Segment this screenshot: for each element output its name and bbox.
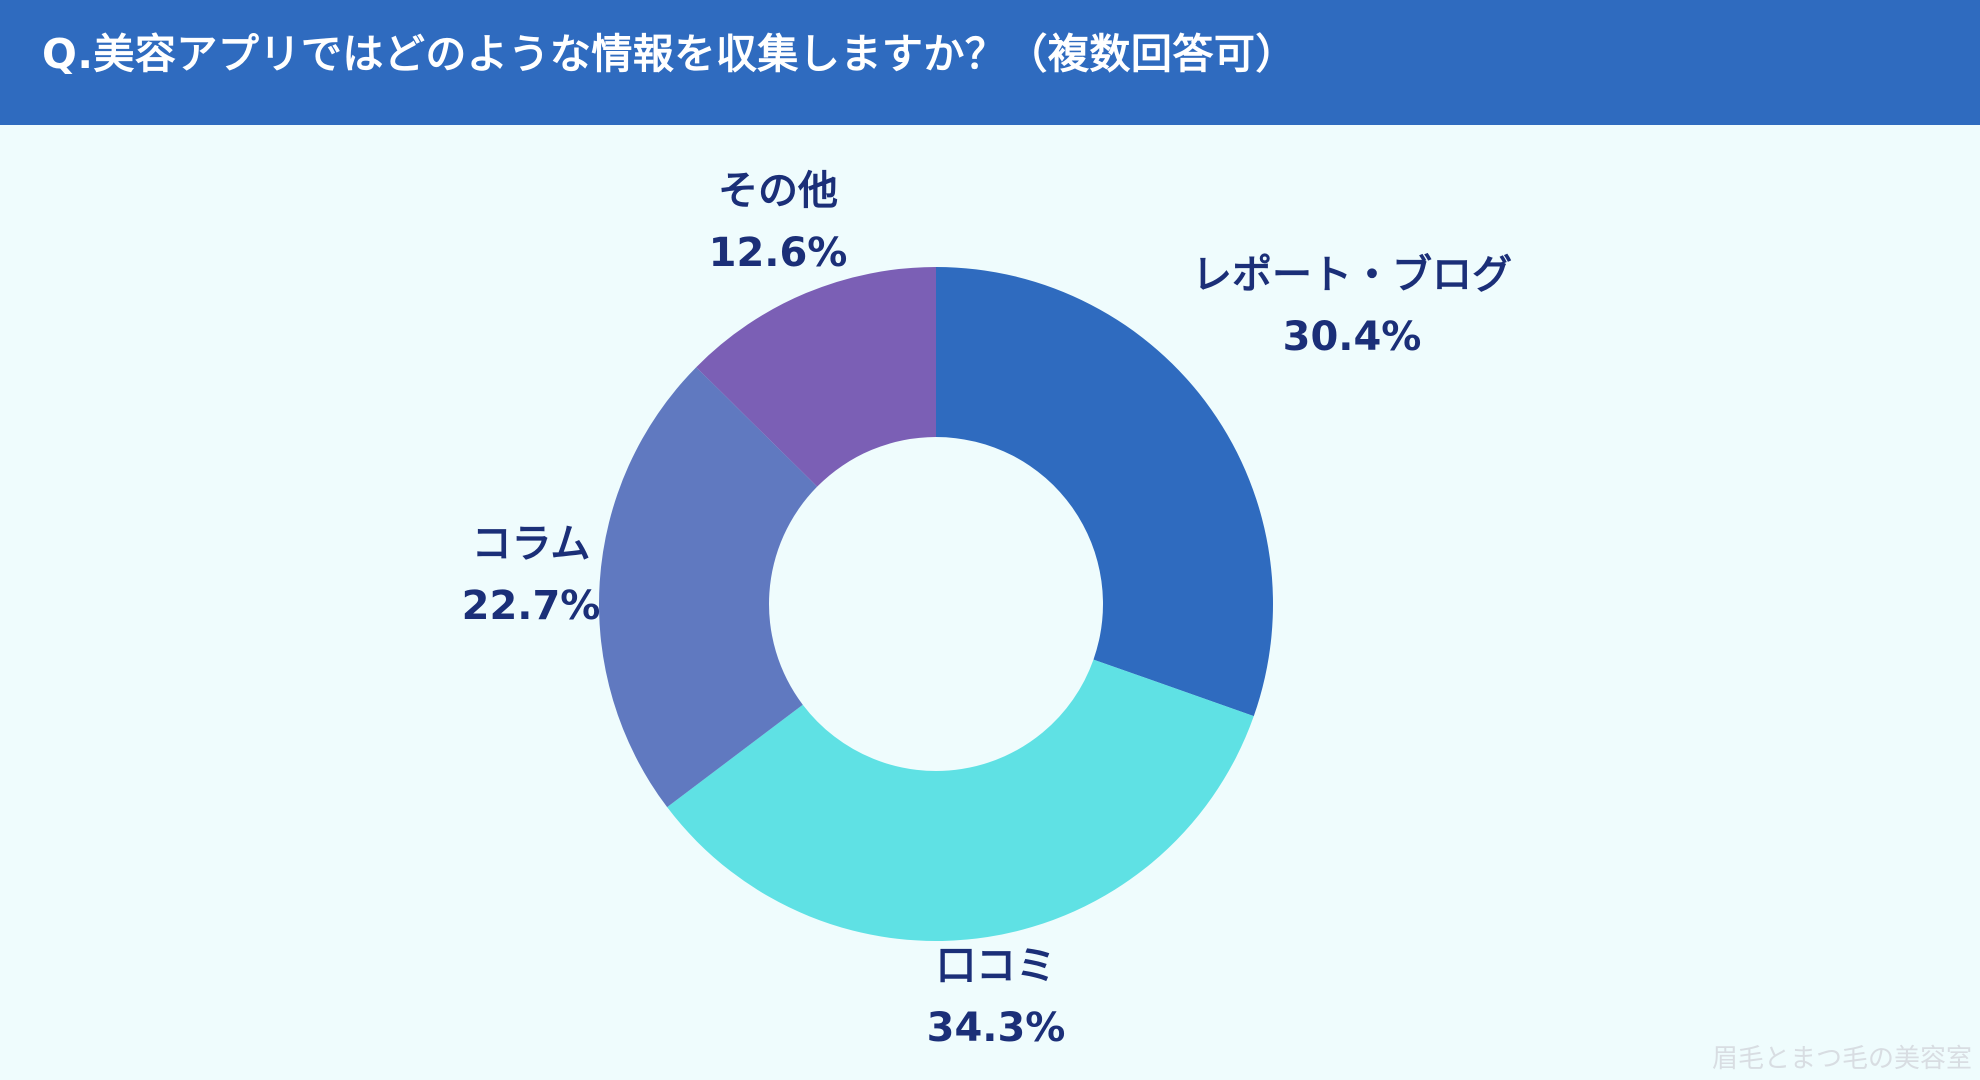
slice-label-other: その他 [718, 168, 838, 214]
slice-value-kuchikomi: 34.3% [927, 1005, 1066, 1051]
header-bar: Q.美容アプリではどのような情報を収集しますか？（複数回答可） [0, 0, 1980, 125]
slice-label-kuchikomi: 口コミ [936, 943, 1056, 989]
slice-label-report-blog: レポート・ブログ [1192, 252, 1512, 298]
slice-other [696, 267, 936, 487]
slice-label-column: コラム [472, 521, 591, 567]
slice-value-report-blog: 30.4% [1283, 314, 1422, 360]
page-title: Q.美容アプリではどのような情報を収集しますか？（複数回答可） [42, 30, 1297, 78]
watermark: 眉毛とまつ毛の美容室 [1711, 1044, 1972, 1074]
slice-kuchikomi [667, 659, 1254, 942]
slice-report-blog [936, 267, 1273, 717]
slice-value-other: 12.6% [709, 230, 848, 276]
slice-column [598, 367, 818, 808]
slice-value-column: 22.7% [462, 583, 601, 629]
